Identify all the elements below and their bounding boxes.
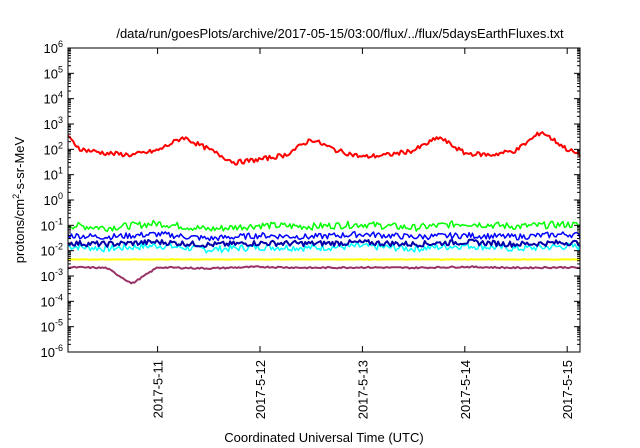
- x-tick-label: 2017-5-14: [458, 360, 473, 419]
- y-tick-label-base: 10: [44, 41, 58, 56]
- series-layer: [67, 131, 581, 285]
- y-tick-label-exp: 0: [58, 191, 63, 201]
- y-tick-label: 10-5: [41, 318, 63, 335]
- series-line: [67, 131, 581, 166]
- y-axis-label-rest: -s-sr-MeV: [12, 136, 27, 193]
- y-tick-label: 10-3: [41, 267, 63, 284]
- y-tick-label-base: 10: [41, 244, 55, 259]
- y-tick-label-exp: -2: [55, 242, 63, 252]
- y-tick-label-exp: 1: [58, 166, 63, 176]
- y-tick-label: 102: [44, 140, 63, 157]
- y-tick-label: 100: [44, 191, 63, 208]
- tick-marks: [68, 47, 580, 353]
- y-tick-label-base: 10: [44, 66, 58, 81]
- y-tick-label-base: 10: [44, 117, 58, 132]
- y-axis-label-base: protons/cm: [12, 199, 27, 263]
- y-tick-label: 104: [44, 90, 63, 107]
- x-tick-label: 2017-5-13: [355, 360, 370, 419]
- y-tick-label-base: 10: [44, 92, 58, 107]
- y-tick-label-base: 10: [41, 345, 55, 360]
- x-tick-label: 2017-5-12: [253, 360, 268, 419]
- y-tick-label-exp: 2: [58, 140, 63, 150]
- y-tick-label-exp: -6: [55, 343, 63, 353]
- series-line: [67, 265, 581, 285]
- y-tick-label-base: 10: [41, 269, 55, 284]
- x-tick-label: 2017-5-11: [151, 360, 166, 418]
- y-tick-label-exp: 5: [58, 64, 63, 74]
- chart-title: /data/run/goesPlots/archive/2017-05-15/0…: [116, 26, 564, 41]
- y-tick-label-exp: -5: [55, 318, 63, 328]
- y-tick-label: 106: [44, 39, 63, 56]
- plot-frame: [67, 47, 581, 353]
- series-line: [67, 238, 581, 248]
- y-axis-label-sup: 2: [11, 194, 21, 199]
- y-tick-label-exp: 6: [58, 39, 63, 49]
- y-tick-label-base: 10: [44, 168, 58, 183]
- y-tick-label-base: 10: [41, 320, 55, 335]
- series-line: [67, 219, 581, 233]
- y-axis-label: protons/cm2-s-sr-MeV: [11, 136, 27, 263]
- series-line: [67, 258, 581, 261]
- y-tick-label: 10-4: [41, 292, 63, 309]
- y-tick-labels: 10-610-510-410-310-210-11001011021031041…: [41, 39, 63, 360]
- y-tick-label-base: 10: [41, 218, 55, 233]
- x-axis-label: Coordinated Universal Time (UTC): [224, 430, 423, 445]
- y-tick-label-exp: -1: [55, 216, 63, 226]
- y-tick-label-exp: 4: [58, 90, 63, 100]
- y-tick-label: 105: [44, 64, 63, 81]
- series-line: [67, 242, 581, 254]
- series-line: [67, 230, 581, 242]
- y-tick-label-base: 10: [44, 142, 58, 157]
- y-tick-label-exp: -3: [55, 267, 63, 277]
- y-tick-label: 10-1: [41, 216, 63, 233]
- y-tick-label-exp: -4: [55, 292, 63, 302]
- y-tick-label: 10-2: [41, 242, 63, 259]
- y-tick-label: 10-6: [41, 343, 63, 360]
- y-tick-label-base: 10: [44, 193, 58, 208]
- y-tick-label: 101: [44, 166, 63, 183]
- y-tick-label-base: 10: [41, 294, 55, 309]
- y-tick-label: 103: [44, 115, 63, 132]
- y-tick-label-exp: 3: [58, 115, 63, 125]
- x-tick-label: 2017-5-15: [560, 360, 575, 419]
- x-tick-labels: 2017-5-11 2017-5-12 2017-5-13 2017-5-14 2017…: [151, 360, 576, 419]
